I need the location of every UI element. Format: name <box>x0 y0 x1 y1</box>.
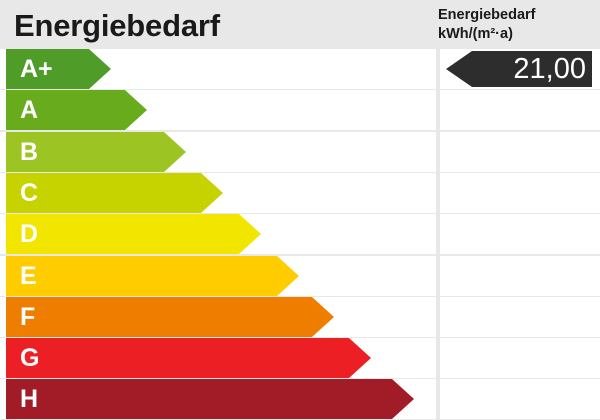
value-cell <box>440 379 600 420</box>
value-cell <box>440 214 600 255</box>
energy-class-row: E <box>0 255 600 296</box>
energy-class-row: F <box>0 296 600 337</box>
energy-class-bar-f <box>6 296 334 337</box>
energy-class-bar-b <box>6 131 186 172</box>
value-badge <box>446 51 592 87</box>
energy-class-bar-d <box>6 214 261 255</box>
value-cell <box>440 172 600 213</box>
value-cell <box>440 296 600 337</box>
metric-header: Energiebedarf kWh/(m²·a) <box>438 6 598 44</box>
energy-class-bar-a <box>6 90 147 131</box>
energy-class-bar-e <box>6 255 299 296</box>
energy-class-row: B <box>0 131 600 172</box>
energy-class-row: D <box>0 214 600 255</box>
metric-label: Energiebedarf <box>438 7 536 23</box>
energy-class-bar-c <box>6 172 223 213</box>
energy-class-row: H <box>0 379 600 420</box>
energy-class-row: C <box>0 172 600 213</box>
energy-class-rows: A+ 21,00 A B C D E F G H <box>0 49 600 420</box>
energy-class-row: A+ 21,00 <box>0 49 600 89</box>
page-title: Energiebedarf <box>14 8 220 43</box>
value-cell <box>440 131 600 172</box>
unit-label: kWh/(m²·a) <box>438 26 513 42</box>
value-cell <box>440 338 600 379</box>
energy-class-row: A <box>0 90 600 131</box>
value-cell <box>440 255 600 296</box>
energy-class-bar-g <box>6 338 371 379</box>
energy-class-bar-h <box>6 379 414 420</box>
value-cell <box>440 90 600 131</box>
energy-class-bar-aplus <box>6 49 111 89</box>
energy-class-row: G <box>0 338 600 379</box>
